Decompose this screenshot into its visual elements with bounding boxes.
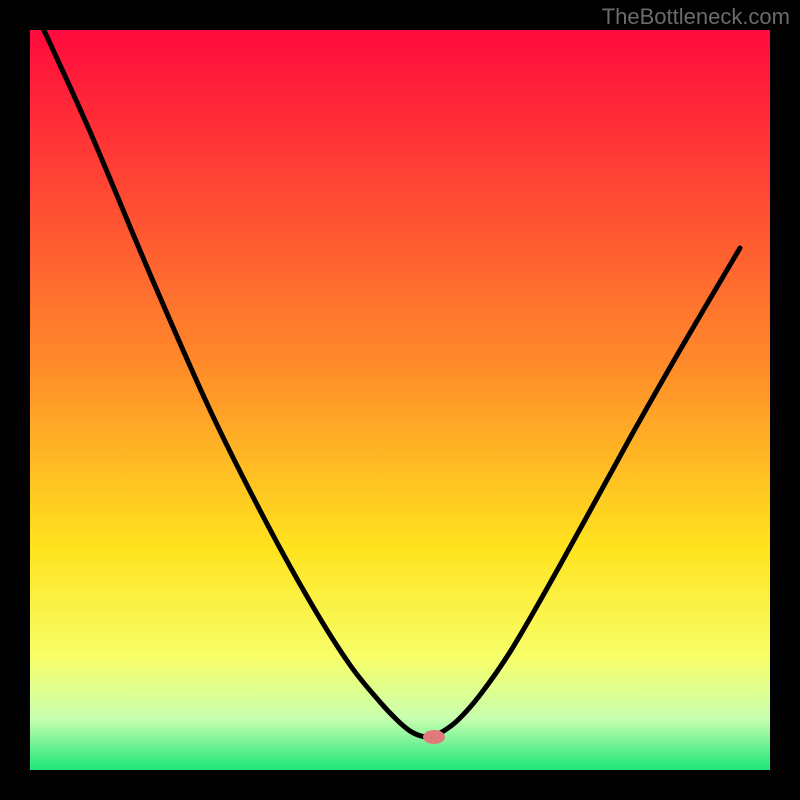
- watermark-text: TheBottleneck.com: [602, 4, 790, 30]
- minimum-marker: [423, 730, 445, 744]
- bottleneck-curve: [0, 0, 800, 800]
